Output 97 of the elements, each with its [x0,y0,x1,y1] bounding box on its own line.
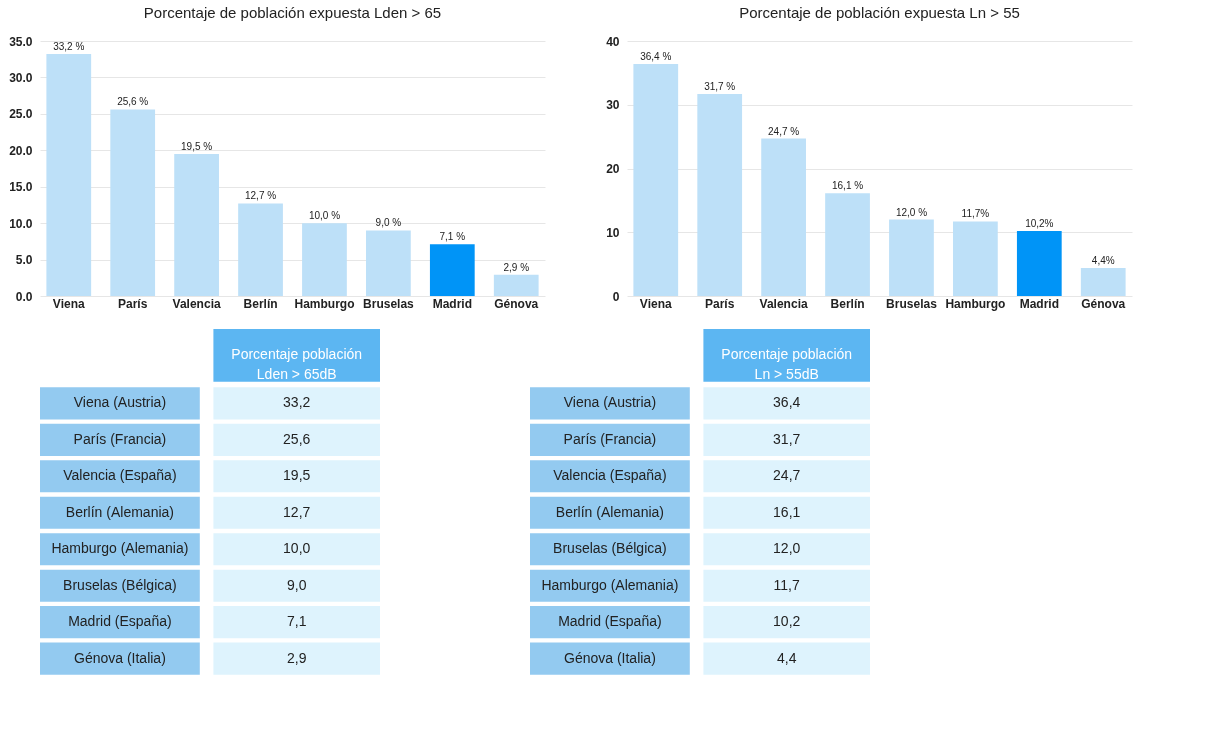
category-label: París (Francia) [563,430,657,447]
category-label: Berlín (Alemania) [555,503,664,520]
y-tick-label: 20.0 [9,143,33,158]
text: 33,2 [283,394,311,411]
bar [493,274,539,296]
category-label: Viena (Austria) [563,394,657,411]
y-tick-label: 35.0 [9,34,33,49]
x-tick-label: Hamburgo [945,296,1006,311]
text: 10,0 [283,540,311,557]
data-label: 25,6 % [117,96,149,108]
data-label: 24,7 % [768,125,800,137]
category-label: Valencia (España) [63,467,177,484]
x-tick-label: Valencia [172,296,221,311]
bar [429,244,475,296]
text: 31,7 [773,430,801,447]
category-label: Madrid (España) [68,613,172,630]
category-label: Hamburgo (Alemania) [51,540,189,557]
text: Porcentaje población Ln > 55dB [721,346,853,383]
text: 4,4 [776,649,797,666]
category-label: Berlín (Alemania) [65,503,174,520]
data-label: 10,2% [1025,217,1054,229]
bar [697,93,743,296]
y-tick-label: 15.0 [9,180,33,195]
text: 25,6 [283,430,311,447]
chart-title: Porcentaje de población expuesta Ln > 55 [739,4,1020,21]
bar [174,153,219,296]
y-tick-label: 0 [612,289,620,304]
bar [761,138,806,296]
text: 12,7 [283,503,311,520]
data-label: 11,7% [961,208,990,220]
x-tick-label: Bruselas [363,296,415,311]
bar [825,193,870,296]
text: 10,2 [773,613,801,630]
x-tick-label: Hamburgo [294,296,355,311]
x-tick-label: Berlín [830,296,865,311]
y-tick-label: 30.0 [9,70,33,85]
text: 24,7 [773,467,801,484]
data-label: 31,7 % [704,80,736,92]
x-tick-label: Valencia [759,296,808,311]
x-tick-label: Berlín [243,296,278,311]
y-tick-label: 40 [606,34,620,49]
data-label: 7,1 % [439,231,466,243]
x-tick-label: Viena [639,296,672,311]
category-label: Génova (Italia) [73,649,166,666]
text: 7,1 [286,613,307,630]
x-tick-label: Madrid [1019,296,1059,311]
data-label: 4,4% [1091,254,1115,266]
data-label: 12,7 % [244,190,277,202]
y-tick-label: 25.0 [9,107,33,122]
y-tick-label: 5.0 [15,253,33,268]
data-label: 9,0 % [375,217,402,229]
bar [633,63,679,296]
text: 12,0 [773,540,801,557]
bar [953,221,998,296]
bar [1080,267,1126,296]
y-tick-label: 10.0 [9,216,33,231]
bar [1016,230,1062,296]
bar [889,219,934,296]
text: 36,4 [773,394,801,411]
x-tick-label: Génova [1081,296,1126,311]
bar [366,230,411,296]
bar [46,54,92,296]
x-tick-label: París [118,296,148,311]
data-label: 12,0 % [895,206,928,218]
data-label: 10,0 % [308,210,341,222]
category-label: Génova (Italia) [563,649,656,666]
category-label: Valencia (España) [553,467,667,484]
data-label: 19,5 % [181,140,213,152]
bar [238,203,283,296]
x-tick-label: Génova [494,296,539,311]
category-label: Viena (Austria) [73,394,167,411]
data-label: 33,2 % [53,41,85,53]
x-tick-label: Viena [52,296,85,311]
data-label: 36,4 % [640,50,672,62]
y-tick-label: 0.0 [15,289,33,304]
chart-title: Porcentaje de población expuesta Lden > 65 [143,4,442,21]
text: 11,7 [773,576,800,593]
bar [302,223,347,296]
y-tick-label: 10 [606,225,620,240]
text: Porcentaje población Lden > 65dB [231,346,363,383]
category-label: Bruselas (Bélgica) [553,540,667,557]
x-tick-label: Bruselas [886,296,938,311]
category-label: Hamburgo (Alemania) [541,576,679,593]
text: 16,1 [773,503,801,520]
category-label: Bruselas (Bélgica) [63,576,177,593]
text: 2,9 [286,649,307,666]
category-label: Madrid (España) [558,613,662,630]
y-tick-label: 30 [606,98,620,113]
text: 9,0 [286,576,307,593]
category-label: París (Francia) [73,430,167,447]
text: 19,5 [283,467,311,484]
bar [110,109,156,296]
x-tick-label: Madrid [432,296,472,311]
data-label: 2,9 % [503,261,530,273]
x-tick-label: París [705,296,735,311]
y-tick-label: 20 [606,162,620,176]
data-label: 16,1 % [831,180,864,192]
